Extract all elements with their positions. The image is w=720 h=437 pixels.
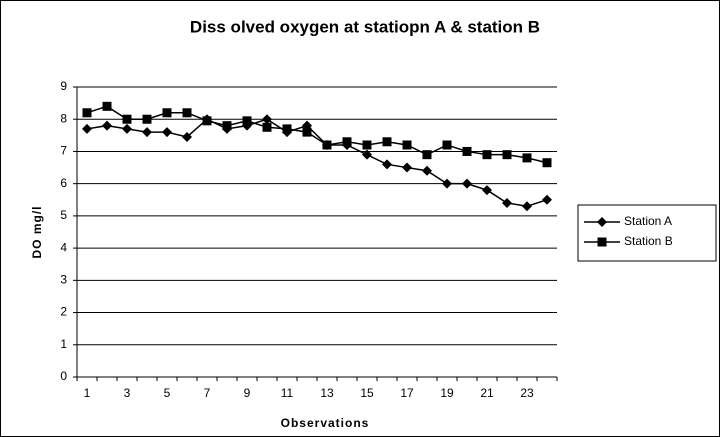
y-tick-label: 9 xyxy=(60,79,67,93)
data-point xyxy=(182,131,192,142)
x-tick-label: 17 xyxy=(400,386,414,400)
legend-marker xyxy=(597,237,607,247)
data-point xyxy=(522,201,532,212)
data-point xyxy=(482,150,492,160)
data-point xyxy=(122,123,132,134)
y-tick-label: 7 xyxy=(60,144,67,158)
data-point xyxy=(122,114,132,124)
data-point xyxy=(102,101,112,111)
data-point xyxy=(462,178,472,189)
legend-label: Station A xyxy=(624,214,672,228)
data-point xyxy=(362,140,372,150)
data-point xyxy=(222,121,232,131)
data-point xyxy=(422,150,432,160)
data-point xyxy=(402,140,412,150)
y-tick-label: 0 xyxy=(60,369,67,383)
data-point xyxy=(162,108,172,118)
x-tick-label: 21 xyxy=(480,386,494,400)
y-tick-label: 6 xyxy=(60,176,67,190)
x-tick-label: 19 xyxy=(440,386,454,400)
x-tick-label: 11 xyxy=(281,386,294,400)
x-tick-label: 13 xyxy=(320,386,334,400)
data-point xyxy=(362,149,372,160)
chart-title: Diss olved oxygen at statiopn A & statio… xyxy=(190,17,540,36)
data-point xyxy=(542,158,552,168)
x-tick-label: 5 xyxy=(164,386,171,400)
y-tick-label: 2 xyxy=(60,305,67,319)
y-tick-label: 1 xyxy=(60,337,67,351)
y-tick-label: 4 xyxy=(60,240,67,254)
data-point xyxy=(542,194,552,205)
y-tick-label: 5 xyxy=(60,208,67,222)
data-point xyxy=(82,108,92,118)
data-point xyxy=(142,114,152,124)
data-point xyxy=(462,146,472,156)
data-point xyxy=(242,116,252,126)
data-point xyxy=(402,162,412,173)
data-point xyxy=(262,122,272,132)
legend-marker xyxy=(597,217,607,227)
data-point xyxy=(502,150,512,160)
data-point xyxy=(482,185,492,196)
y-axis-title: DO mg/l xyxy=(30,205,44,258)
data-point xyxy=(162,127,172,138)
data-point xyxy=(302,120,312,131)
data-point xyxy=(382,137,392,147)
legend-label: Station B xyxy=(624,234,673,248)
data-point xyxy=(502,198,512,208)
data-point xyxy=(342,137,352,147)
data-point xyxy=(302,127,312,137)
x-tick-label: 7 xyxy=(204,386,211,400)
x-axis-title: Observations xyxy=(281,416,370,430)
data-point xyxy=(282,124,292,134)
data-point xyxy=(82,123,92,134)
y-tick-label: 8 xyxy=(60,111,67,125)
data-point xyxy=(142,127,152,138)
x-tick-label: 3 xyxy=(124,386,131,400)
data-point xyxy=(182,108,192,118)
x-tick-label: 9 xyxy=(244,386,251,400)
x-tick-label: 23 xyxy=(520,386,534,400)
data-point xyxy=(422,165,432,176)
data-point xyxy=(202,116,212,126)
y-tick-label: 3 xyxy=(60,273,67,287)
data-point xyxy=(102,120,112,131)
x-tick-label: 1 xyxy=(84,386,91,400)
data-point xyxy=(382,159,392,170)
x-tick-label: 15 xyxy=(360,386,374,400)
data-point xyxy=(442,140,452,150)
data-point xyxy=(322,140,332,150)
data-point xyxy=(442,178,452,189)
data-point xyxy=(522,153,532,163)
legend-box xyxy=(577,204,717,262)
data-point xyxy=(262,114,272,125)
